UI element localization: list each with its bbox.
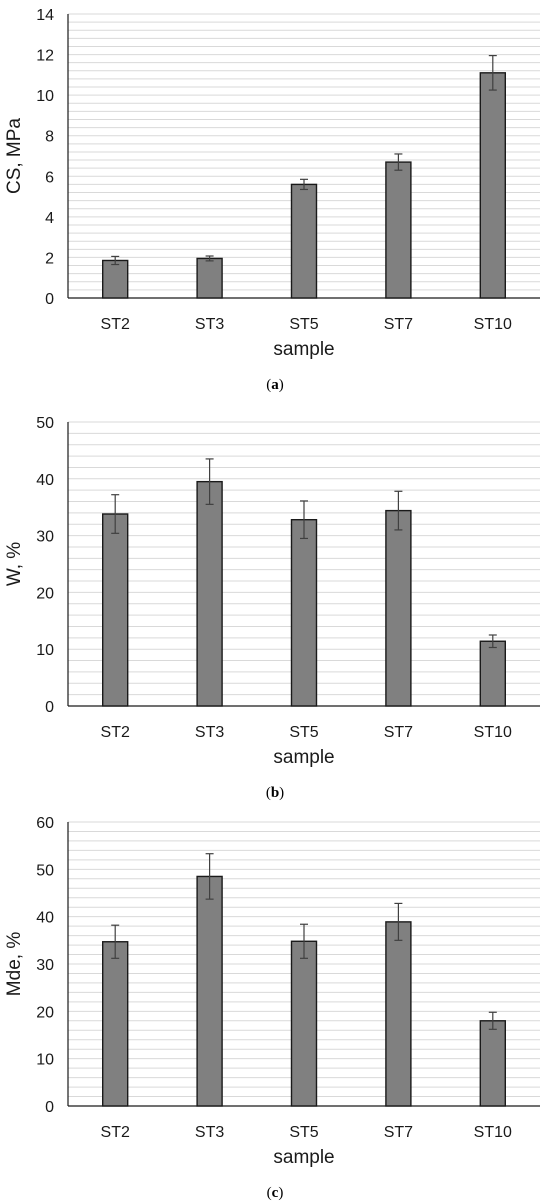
x-tick-label: ST3 bbox=[195, 316, 224, 333]
bar-st10 bbox=[479, 1020, 506, 1107]
y-tick-label: 10 bbox=[36, 642, 54, 659]
x-axis-label: sample bbox=[273, 339, 334, 360]
y-tick-label: 40 bbox=[36, 472, 54, 489]
x-tick-label: ST10 bbox=[474, 1124, 512, 1141]
y-tick-label: 30 bbox=[36, 529, 54, 546]
bar-st5 bbox=[290, 518, 318, 707]
figure-caption: (b) bbox=[266, 785, 284, 801]
y-tick-label: 50 bbox=[36, 415, 54, 432]
bar-st7 bbox=[385, 921, 412, 1107]
x-tick-label: ST7 bbox=[384, 1124, 413, 1141]
x-tick-label: ST5 bbox=[289, 724, 318, 741]
chart-svg-a: 0 2 4 6 8 10 12 14 ST2 ST3 ST5 ST7 ST10 sample CS, MPa… bbox=[4, 7, 540, 393]
chart-panel-b: 0 10 20 30 40 50 ST2 ST3 ST5 ST7 ST10 sample W, % (b) bbox=[0, 408, 550, 803]
x-tick-label: ST10 bbox=[474, 316, 512, 333]
caption-letter: c bbox=[272, 1185, 279, 1201]
bar-st2 bbox=[101, 513, 129, 707]
y-tick-label: 60 bbox=[36, 815, 54, 832]
x-tick-label: ST2 bbox=[101, 1124, 130, 1141]
y-tick-label: 4 bbox=[45, 210, 54, 227]
figure-caption: (a) bbox=[266, 377, 284, 393]
y-tick-label: 10 bbox=[36, 1052, 54, 1069]
figure-caption: (c) bbox=[267, 1185, 284, 1201]
bar-st10 bbox=[479, 640, 506, 707]
x-tick-label: ST5 bbox=[289, 316, 318, 333]
y-tick-label: 50 bbox=[36, 862, 54, 879]
y-tick-label: 0 bbox=[45, 699, 54, 716]
y-tick-label: 20 bbox=[36, 585, 54, 602]
x-tick-label: ST5 bbox=[289, 1124, 318, 1141]
y-axis-label: W, % bbox=[4, 542, 25, 586]
x-tick-label: ST7 bbox=[384, 724, 413, 741]
y-tick-label: 14 bbox=[36, 7, 54, 24]
y-tick-label: 2 bbox=[45, 250, 54, 267]
y-axis-label: Mde, % bbox=[4, 932, 25, 997]
x-tick-label: ST3 bbox=[195, 724, 224, 741]
y-tick-label: 8 bbox=[45, 129, 54, 146]
y-axis-label: CS, MPa bbox=[4, 118, 25, 194]
x-axis-label: sample bbox=[273, 747, 334, 768]
x-axis-label: sample bbox=[273, 1147, 334, 1168]
y-tick-label: 0 bbox=[45, 1099, 54, 1116]
bar-st2 bbox=[101, 259, 129, 299]
x-tick-label: ST3 bbox=[195, 1124, 224, 1141]
y-tick-label: 20 bbox=[36, 1004, 54, 1021]
y-tick-label: 40 bbox=[36, 910, 54, 927]
bar-st3 bbox=[196, 875, 223, 1107]
y-tick-label: 30 bbox=[36, 957, 54, 974]
x-tick-label: ST2 bbox=[101, 724, 130, 741]
bar-st5 bbox=[290, 183, 318, 299]
y-tick-label: 12 bbox=[36, 48, 54, 65]
y-tick-label: 0 bbox=[45, 291, 54, 308]
bar-st2 bbox=[101, 941, 129, 1107]
y-tick-label: 6 bbox=[45, 169, 54, 186]
x-tick-label: ST2 bbox=[101, 316, 130, 333]
x-tick-label: ST10 bbox=[474, 724, 512, 741]
bar-st7 bbox=[385, 509, 412, 707]
caption-letter: b bbox=[271, 785, 279, 801]
bar-st3 bbox=[196, 257, 223, 299]
x-tick-label: ST7 bbox=[384, 316, 413, 333]
chart-svg-c: 0 10 20 30 40 50 60 ST2 ST3 ST5 ST7 ST10 sample Mde, … bbox=[4, 815, 540, 1201]
caption-letter: a bbox=[271, 377, 279, 393]
bar-st10 bbox=[479, 72, 506, 299]
chart-svg-b: 0 10 20 30 40 50 ST2 ST3 ST5 ST7 ST10 sample W, % (b) bbox=[4, 415, 540, 801]
y-tick-label: 10 bbox=[36, 88, 54, 105]
chart-panel-c: 0 10 20 30 40 50 60 ST2 ST3 ST5 ST7 ST10 sample Mde, … bbox=[0, 808, 550, 1203]
bar-st5 bbox=[290, 940, 318, 1107]
chart-panel-a: 0 2 4 6 8 10 12 14 ST2 ST3 ST5 ST7 ST10 sample CS, MPa… bbox=[0, 0, 550, 395]
bar-st7 bbox=[385, 161, 412, 299]
bar-st3 bbox=[196, 480, 223, 707]
